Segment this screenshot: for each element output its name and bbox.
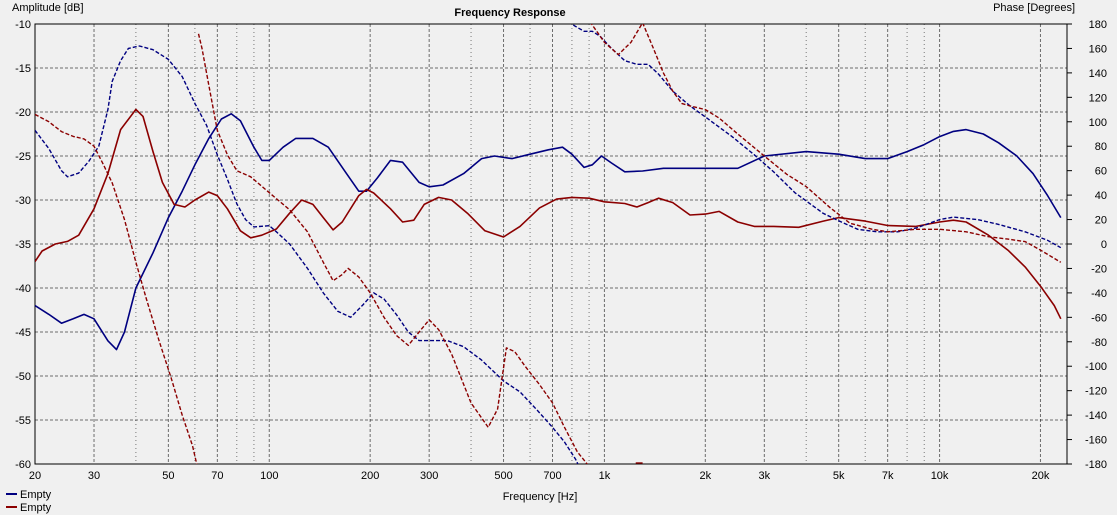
y-left-tick-label: -15 xyxy=(15,63,31,75)
x-tick-label: 200 xyxy=(361,470,379,482)
legend-label: Empty xyxy=(20,489,52,501)
series-4-phase-line xyxy=(35,24,1062,464)
y-right-tick-label: -100 xyxy=(1085,361,1107,373)
x-axis-ticks: 20 30 50 70 100 200 300 500 700 1k 2k 3k 5k 7k 10k 20k xyxy=(29,470,1050,482)
x-tick-label: 2k xyxy=(699,470,711,482)
x-tick-label: 500 xyxy=(494,470,512,482)
y-right-tick-label: -40 xyxy=(1091,288,1107,300)
y-left-tick-label: -60 xyxy=(15,459,31,471)
x-tick-label: 20 xyxy=(29,470,41,482)
y-left-tick-label: -45 xyxy=(15,327,31,339)
x-tick-label: 70 xyxy=(211,470,223,482)
x-tick-label: 20k xyxy=(1032,470,1050,482)
y-right-tick-label: 0 xyxy=(1101,239,1107,251)
y-left-tick-label: -35 xyxy=(15,239,31,251)
x-tick-label: 300 xyxy=(420,470,438,482)
x-axis-label: Frequency [Hz] xyxy=(503,491,578,503)
y-left-tick-label: -20 xyxy=(15,107,31,119)
y-right-tick-label: 180 xyxy=(1089,19,1107,31)
x-tick-label: 5k xyxy=(833,470,845,482)
y-left-tick-label: -10 xyxy=(15,19,31,31)
y-left-tick-label: -25 xyxy=(15,151,31,163)
y-right-tick-label: 120 xyxy=(1089,92,1107,104)
y-right-tick-label: -140 xyxy=(1085,410,1107,422)
y-left-tick-label: -30 xyxy=(15,195,31,207)
x-tick-label: 1k xyxy=(599,470,611,482)
y-right-tick-label: -120 xyxy=(1085,386,1107,398)
y-right-tick-label: 140 xyxy=(1089,68,1107,80)
y-right-tick-label: -60 xyxy=(1091,312,1107,324)
y-right-tick-label: 100 xyxy=(1089,117,1107,129)
left-axis-label: Amplitude [dB] xyxy=(12,2,84,14)
x-tick-label: 3k xyxy=(759,470,771,482)
y-right-tick-label: 160 xyxy=(1089,43,1107,55)
y-left-tick-label: -50 xyxy=(15,371,31,383)
chart-title: Frequency Response xyxy=(454,7,565,19)
y-left-tick-label: -40 xyxy=(15,283,31,295)
legend-label: Empty xyxy=(20,502,52,514)
right-axis-label: Phase [Degrees] xyxy=(993,2,1075,14)
y-right-tick-label: -80 xyxy=(1091,337,1107,349)
y-right-tick-label: 60 xyxy=(1095,166,1107,178)
y-right-tick-label: -180 xyxy=(1085,459,1107,471)
y-right-tick-label: -160 xyxy=(1085,435,1107,447)
x-tick-label: 7k xyxy=(882,470,894,482)
y-right-tick-label: -20 xyxy=(1091,263,1107,275)
x-tick-label: 30 xyxy=(88,470,100,482)
series-1-amplitude-line xyxy=(35,113,1062,351)
y-right-tick-label: 20 xyxy=(1095,215,1107,227)
series-layer xyxy=(35,24,1062,464)
x-tick-label: 100 xyxy=(260,470,278,482)
x-tick-label: 50 xyxy=(162,470,174,482)
x-tick-label: 700 xyxy=(543,470,561,482)
x-tick-label: 10k xyxy=(931,470,949,482)
y-right-axis-ticks: 180 160 140 120 100 80 60 40 20 0 -20 -40 -60 -80 -100… xyxy=(1067,19,1107,471)
grid xyxy=(35,24,1067,464)
y-right-tick-label: 40 xyxy=(1095,190,1107,202)
y-left-axis-ticks: -10 -15 -20 -25 -30 -35 -40 -45 -50 -55 -60 xyxy=(15,19,31,471)
y-right-tick-label: 80 xyxy=(1095,141,1107,153)
y-left-tick-label: -55 xyxy=(15,415,31,427)
